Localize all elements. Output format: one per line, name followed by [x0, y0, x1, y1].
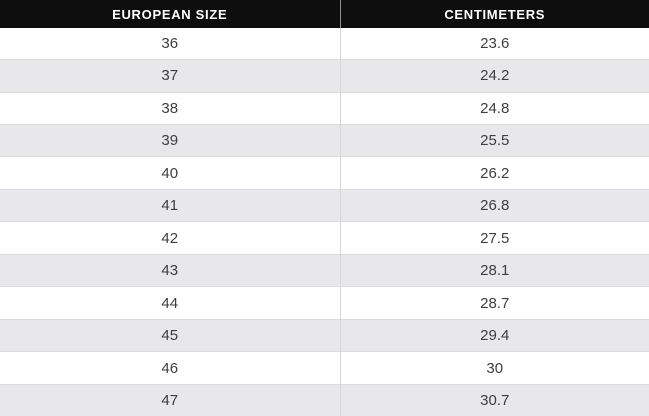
centimeters-cell: 28.1	[340, 253, 649, 287]
table-row: 38 24.8	[0, 91, 649, 125]
table-row: 46 30	[0, 351, 649, 385]
size-cell: 39	[0, 124, 341, 157]
table-row: 45 29.4	[0, 318, 649, 352]
table-row: 43 28.1	[0, 253, 649, 287]
size-cell: 47	[0, 383, 341, 416]
centimeters-cell: 26.2	[340, 156, 649, 190]
column-header-european-size: EUROPEAN SIZE	[0, 0, 341, 28]
table-row: 42 27.5	[0, 221, 649, 255]
size-cell: 40	[0, 156, 341, 190]
table-row: 41 26.8	[0, 188, 649, 222]
centimeters-cell: 27.5	[340, 221, 649, 255]
size-cell: 44	[0, 286, 341, 320]
table-row: 40 26.2	[0, 156, 649, 190]
centimeters-cell: 24.8	[340, 91, 649, 125]
size-cell: 36	[0, 28, 341, 60]
centimeters-cell: 30	[340, 351, 649, 385]
size-cell: 46	[0, 351, 341, 385]
size-cell: 41	[0, 188, 341, 222]
table-body: 36 23.6 37 24.2 38 24.8 39 25.5 40 26.2 41 26.8 42 27…	[0, 28, 649, 416]
size-cell: 37	[0, 59, 341, 93]
table-row: 47 30.7	[0, 383, 649, 416]
size-cell: 38	[0, 91, 341, 125]
centimeters-cell: 26.8	[340, 188, 649, 222]
table-row: 37 24.2	[0, 59, 649, 93]
centimeters-cell: 25.5	[340, 124, 649, 157]
centimeters-cell: 28.7	[340, 286, 649, 320]
column-header-centimeters: CENTIMETERS	[340, 0, 649, 28]
centimeters-cell: 30.7	[340, 383, 649, 416]
table-row: 44 28.7	[0, 286, 649, 320]
centimeters-cell: 23.6	[480, 35, 510, 53]
centimeters-cell: 29.4	[340, 318, 649, 352]
table-header-row: EUROPEAN SIZE CENTIMETERS	[0, 0, 649, 28]
centimeters-cell: 24.2	[340, 59, 649, 93]
size-cell: 42	[0, 221, 341, 255]
table-row: 39 25.5	[0, 124, 649, 157]
size-cell: 45	[0, 318, 341, 352]
table-header: EUROPEAN SIZE CENTIMETERS	[0, 0, 649, 28]
table-row: 36 23.6	[0, 28, 649, 60]
size-cell: 43	[0, 253, 341, 287]
